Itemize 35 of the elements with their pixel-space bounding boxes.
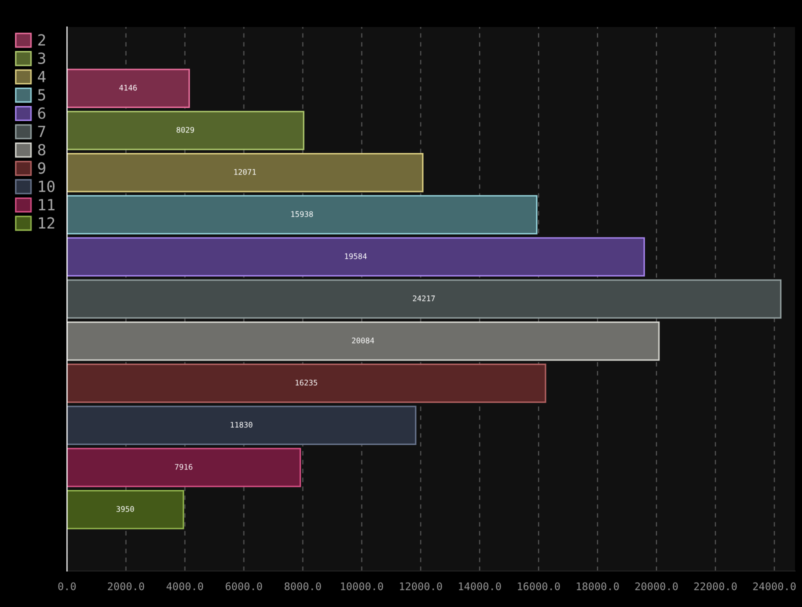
legend-label: 9: [38, 162, 46, 174]
x-tick-label: 18000.0: [576, 582, 619, 590]
bar: [67, 152, 424, 192]
bar: [67, 237, 645, 277]
legend-label: 2: [38, 34, 46, 46]
x-tick-label: 8000.0: [284, 582, 321, 590]
legend-label: 10: [38, 180, 55, 192]
x-tick-label: 24000.0: [753, 582, 796, 590]
legend-label: 5: [38, 89, 46, 101]
bar: [67, 279, 782, 319]
bar: [67, 195, 538, 234]
x-tick-label: 14000.0: [458, 582, 501, 590]
x-tick-label: 10000.0: [341, 582, 384, 590]
bar: [67, 448, 302, 488]
legend-label: 3: [38, 52, 46, 64]
bar: [67, 406, 416, 446]
x-tick-label: 0.0: [58, 582, 76, 590]
legend-label: 8: [38, 144, 46, 156]
legend-label: 7: [38, 126, 46, 138]
bar: [67, 490, 184, 530]
legend-label: 6: [38, 107, 46, 119]
bar: [67, 68, 190, 108]
bar: [67, 321, 660, 361]
legend-label: 11: [38, 199, 54, 210]
x-tick-label: 2000.0: [108, 582, 144, 590]
x-tick-label: 12000.0: [400, 582, 442, 590]
x-tick-label: 16000.0: [518, 582, 560, 590]
legend-label: 4: [38, 70, 46, 82]
bar: [67, 110, 304, 150]
legend-label: 12: [38, 217, 54, 229]
x-tick-label: 20000.0: [635, 582, 678, 590]
x-tick-label: 4000.0: [166, 582, 204, 590]
bar: [67, 364, 546, 403]
x-tick-label: 22000.0: [694, 582, 737, 590]
x-tick-label: 6000.0: [226, 582, 262, 590]
